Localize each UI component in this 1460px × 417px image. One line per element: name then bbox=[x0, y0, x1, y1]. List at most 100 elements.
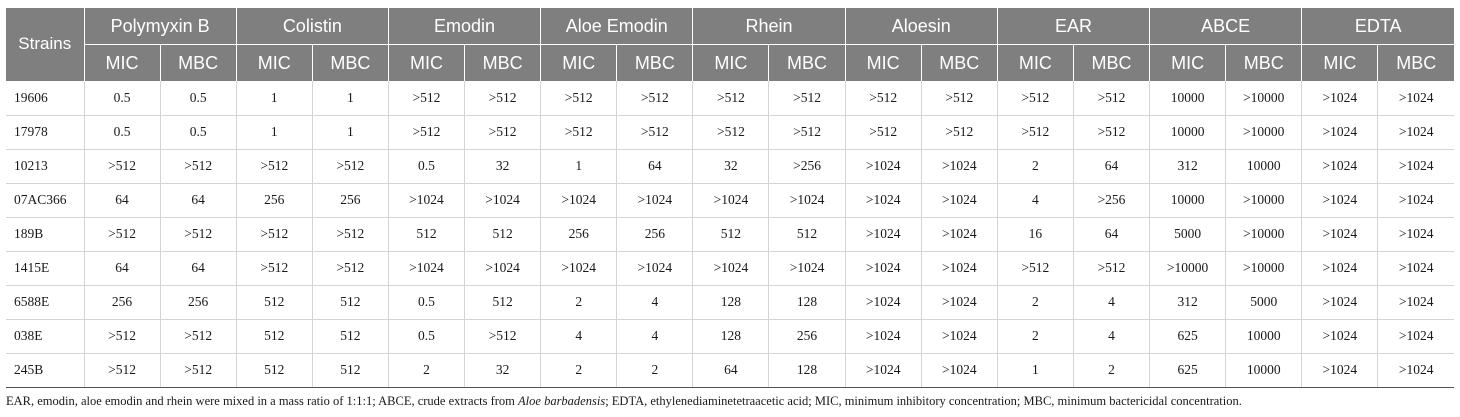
value-cell: >512 bbox=[844, 81, 922, 116]
strain-cell: 245B bbox=[6, 353, 84, 388]
value-cell: 2 bbox=[540, 353, 617, 388]
group-header: Aloesin bbox=[844, 8, 998, 45]
value-cell: >512 bbox=[311, 217, 389, 252]
value-cell: >1024 bbox=[692, 183, 769, 218]
value-cell: 128 bbox=[768, 353, 846, 388]
value-cell: 4 bbox=[616, 319, 693, 354]
value-cell: 128 bbox=[768, 285, 846, 320]
footnote-species: Aloe barbadensis bbox=[518, 394, 606, 408]
value-cell: 256 bbox=[159, 285, 237, 320]
value-cell: 512 bbox=[692, 217, 769, 252]
value-cell: >512 bbox=[844, 115, 922, 150]
value-cell: >1024 bbox=[1377, 251, 1455, 286]
header-row-sub: MIC MBC MIC MBC MIC MBC MIC MBC MIC MBC MIC MBC MIC M… bbox=[6, 44, 1455, 81]
value-cell: >512 bbox=[311, 251, 389, 286]
value-cell: >1024 bbox=[844, 217, 922, 252]
strain-cell: 6588E bbox=[6, 285, 84, 320]
value-cell: >512 bbox=[83, 353, 161, 388]
value-cell: >512 bbox=[768, 115, 846, 150]
value-cell: >10000 bbox=[1225, 183, 1302, 218]
value-cell: 64 bbox=[616, 149, 693, 184]
value-cell: >1024 bbox=[540, 183, 617, 218]
subheader-mic: MIC bbox=[1149, 44, 1226, 81]
value-cell: >1024 bbox=[844, 183, 922, 218]
value-cell: 512 bbox=[464, 285, 541, 320]
value-cell: 10000 bbox=[1225, 353, 1302, 388]
value-cell: 128 bbox=[692, 285, 769, 320]
value-cell: 64 bbox=[159, 251, 237, 286]
value-cell: >512 bbox=[235, 149, 313, 184]
value-cell: 5000 bbox=[1149, 217, 1226, 252]
value-cell: >512 bbox=[464, 81, 541, 116]
strain-cell: 10213 bbox=[6, 149, 84, 184]
group-header: Rhein bbox=[692, 8, 846, 45]
subheader-mbc: MBC bbox=[1072, 44, 1150, 81]
value-cell: >1024 bbox=[844, 353, 922, 388]
header-row-groups: Strains Polymyxin B Colistin Emodin Aloe Em… bbox=[6, 8, 1455, 82]
table-row: 1415E 64 64 >512 >512 >1024 >1024 >1024 >1024 >10… bbox=[6, 251, 1455, 286]
value-cell: >1024 bbox=[1377, 149, 1455, 184]
value-cell: >512 bbox=[159, 319, 237, 354]
value-cell: >512 bbox=[692, 81, 769, 116]
value-cell: >1024 bbox=[1377, 81, 1455, 116]
value-cell: 0.5 bbox=[387, 285, 465, 320]
table-row: 19606 0.5 0.5 1 1 >512 >512 >512 >512 >512 >512 >51… bbox=[6, 81, 1455, 116]
value-cell: 64 bbox=[83, 183, 161, 218]
value-cell: 32 bbox=[464, 149, 541, 184]
value-cell: >1024 bbox=[768, 251, 846, 286]
value-cell: >512 bbox=[159, 217, 237, 252]
subheader-mic: MIC bbox=[235, 44, 313, 81]
value-cell: >512 bbox=[311, 149, 389, 184]
mic-mbc-table: Strains Polymyxin B Colistin Emodin Aloe Em… bbox=[6, 8, 1455, 388]
value-cell: 256 bbox=[616, 217, 693, 252]
value-cell: >1024 bbox=[920, 217, 998, 252]
strain-cell: 038E bbox=[6, 319, 84, 354]
strain-cell: 1415E bbox=[6, 251, 84, 286]
value-cell: >1024 bbox=[844, 149, 922, 184]
subheader-mic: MIC bbox=[996, 44, 1074, 81]
value-cell: 256 bbox=[540, 217, 617, 252]
value-cell: >10000 bbox=[1225, 217, 1302, 252]
value-cell: 64 bbox=[83, 251, 161, 286]
value-cell: 2 bbox=[387, 353, 465, 388]
group-header: EDTA bbox=[1301, 8, 1455, 45]
value-cell: >1024 bbox=[1377, 115, 1455, 150]
value-cell: 625 bbox=[1149, 319, 1226, 354]
value-cell: >512 bbox=[616, 115, 693, 150]
strain-cell: 19606 bbox=[6, 81, 84, 116]
value-cell: 0.5 bbox=[159, 115, 237, 150]
strain-cell: 07AC366 bbox=[6, 183, 84, 218]
value-cell: 0.5 bbox=[387, 319, 465, 354]
table-row: 189B >512 >512 >512 >512 512 512 256 256 512 512 >1… bbox=[6, 217, 1455, 252]
value-cell: >512 bbox=[920, 115, 998, 150]
value-cell: 0.5 bbox=[387, 149, 465, 184]
value-cell: 10000 bbox=[1225, 149, 1302, 184]
value-cell: 312 bbox=[1149, 149, 1226, 184]
value-cell: 4 bbox=[1072, 319, 1150, 354]
subheader-mic: MIC bbox=[83, 44, 161, 81]
value-cell: 512 bbox=[768, 217, 846, 252]
value-cell: >1024 bbox=[920, 319, 998, 354]
value-cell: >512 bbox=[464, 115, 541, 150]
value-cell: >512 bbox=[616, 81, 693, 116]
value-cell: >1024 bbox=[1301, 149, 1378, 184]
value-cell: >1024 bbox=[616, 251, 693, 286]
value-cell: 4 bbox=[1072, 285, 1150, 320]
value-cell: >512 bbox=[996, 251, 1074, 286]
value-cell: >512 bbox=[159, 149, 237, 184]
value-cell: >1024 bbox=[1301, 115, 1378, 150]
value-cell: 128 bbox=[692, 319, 769, 354]
value-cell: 64 bbox=[1072, 217, 1150, 252]
footnote-text-2: ; EDTA, ethylenediaminetetraacetic acid;… bbox=[605, 394, 1242, 408]
value-cell: >10000 bbox=[1225, 115, 1302, 150]
value-cell: 64 bbox=[1072, 149, 1150, 184]
value-cell: >256 bbox=[768, 149, 846, 184]
subheader-mbc: MBC bbox=[920, 44, 998, 81]
value-cell: 512 bbox=[311, 285, 389, 320]
value-cell: >1024 bbox=[464, 183, 541, 218]
value-cell: >1024 bbox=[1301, 285, 1378, 320]
value-cell: >512 bbox=[464, 319, 541, 354]
value-cell: 0.5 bbox=[83, 115, 161, 150]
subheader-mic: MIC bbox=[1301, 44, 1378, 81]
subheader-mic: MIC bbox=[540, 44, 617, 81]
